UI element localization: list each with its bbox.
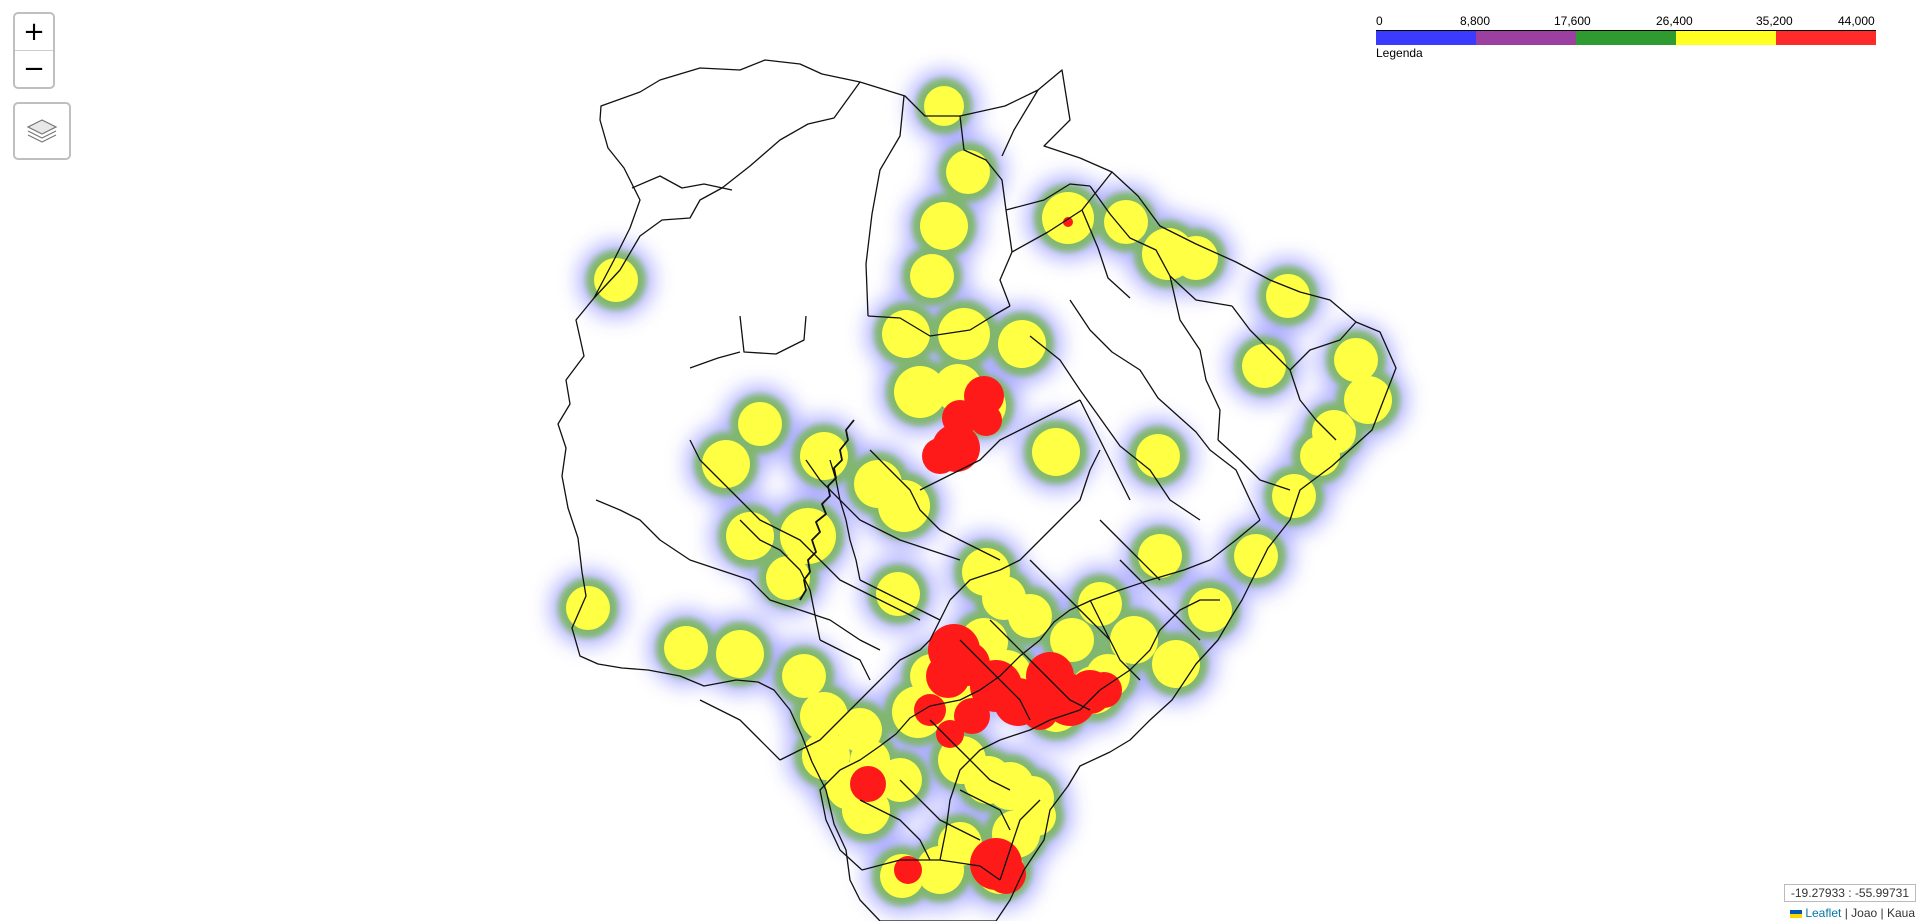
legend-title: Legenda bbox=[1376, 46, 1423, 60]
heat-blob bbox=[1032, 428, 1080, 476]
legend-color-bar bbox=[1376, 30, 1876, 45]
heat-blob bbox=[964, 376, 1004, 416]
heatmap-red-layer bbox=[850, 217, 1122, 894]
heat-blob bbox=[702, 440, 750, 488]
heat-blob bbox=[594, 258, 638, 302]
heat-blob bbox=[664, 626, 708, 670]
heat-blob bbox=[738, 402, 782, 446]
zoom-in-button[interactable]: + bbox=[15, 14, 53, 51]
heat-blob bbox=[946, 150, 990, 194]
legend-seg-4 bbox=[1776, 31, 1876, 45]
heat-blob bbox=[566, 586, 610, 630]
leaflet-link[interactable]: Leaflet bbox=[1805, 906, 1842, 920]
legend-tick: 8,800 bbox=[1460, 14, 1491, 28]
attribution-separator: | bbox=[1841, 906, 1852, 920]
heat-blob bbox=[1334, 338, 1378, 382]
heat-blob bbox=[1234, 534, 1278, 578]
heat-blob bbox=[1266, 274, 1310, 318]
heat-blob bbox=[1188, 588, 1232, 632]
heat-blob bbox=[800, 692, 848, 740]
heat-blob bbox=[970, 404, 1002, 436]
heat-blob bbox=[1136, 434, 1180, 478]
heatmap-legend: 0 8,800 17,600 26,400 35,200 44,000 Lege… bbox=[1376, 14, 1878, 64]
legend-seg-0 bbox=[1376, 31, 1476, 45]
legend-ticks: 0 8,800 17,600 26,400 35,200 44,000 bbox=[1376, 14, 1878, 30]
legend-tick: 0 bbox=[1376, 14, 1383, 28]
heat-blob bbox=[780, 508, 836, 564]
heat-blob bbox=[914, 694, 946, 726]
heat-blob bbox=[1344, 376, 1392, 424]
ukraine-flag-icon bbox=[1790, 909, 1803, 918]
heat-blob bbox=[882, 310, 930, 358]
heat-blob bbox=[982, 576, 1026, 620]
heat-blob bbox=[1272, 474, 1316, 518]
legend-seg-3 bbox=[1676, 31, 1776, 45]
cursor-coordinates: -19.27933 : -55.99731 bbox=[1783, 884, 1916, 902]
heat-blob bbox=[850, 766, 886, 802]
heat-blob bbox=[1174, 236, 1218, 280]
heat-blob bbox=[910, 254, 954, 298]
municipality-boundaries bbox=[557, 59, 1397, 921]
legend-tick: 17,600 bbox=[1554, 14, 1591, 28]
heat-blob bbox=[1242, 344, 1286, 388]
heat-blob bbox=[1138, 534, 1182, 578]
zoom-control: + − bbox=[13, 12, 55, 89]
heat-blob bbox=[986, 854, 1026, 894]
legend-seg-1 bbox=[1476, 31, 1576, 45]
legend-seg-2 bbox=[1576, 31, 1676, 45]
legend-tick: 44,000 bbox=[1838, 14, 1875, 28]
heat-blob bbox=[920, 202, 968, 250]
heat-blob bbox=[998, 320, 1046, 368]
attribution-authors: Joao | Kaua bbox=[1851, 906, 1915, 920]
heat-blob bbox=[1016, 796, 1056, 836]
map-attribution: Leaflet | Joao | Kaua bbox=[1785, 905, 1920, 921]
layers-control-button[interactable] bbox=[13, 102, 71, 160]
zoom-out-button[interactable]: − bbox=[23, 54, 45, 84]
heat-blob bbox=[924, 86, 964, 126]
heat-blob bbox=[782, 654, 826, 698]
heat-blob bbox=[1086, 672, 1122, 708]
legend-tick: 26,400 bbox=[1656, 14, 1693, 28]
heat-blob bbox=[1110, 616, 1158, 664]
heat-blob bbox=[1300, 436, 1340, 476]
heat-blob bbox=[936, 720, 964, 748]
heat-blob bbox=[716, 630, 764, 678]
heat-blob bbox=[1050, 618, 1094, 662]
legend-tick: 35,200 bbox=[1756, 14, 1793, 28]
heat-blob bbox=[878, 480, 930, 532]
heat-blob bbox=[766, 556, 810, 600]
heat-blob bbox=[922, 438, 958, 474]
state-border bbox=[557, 59, 1397, 921]
heat-blob bbox=[938, 308, 990, 360]
layers-icon bbox=[26, 119, 58, 143]
heat-blob bbox=[954, 698, 990, 734]
heat-blob bbox=[1063, 217, 1073, 227]
heat-blob bbox=[916, 846, 964, 894]
heat-blob bbox=[1104, 200, 1148, 244]
heat-blob bbox=[894, 366, 946, 418]
heat-blob bbox=[726, 512, 774, 560]
heat-blob bbox=[1152, 640, 1200, 688]
heat-blob bbox=[894, 856, 922, 884]
